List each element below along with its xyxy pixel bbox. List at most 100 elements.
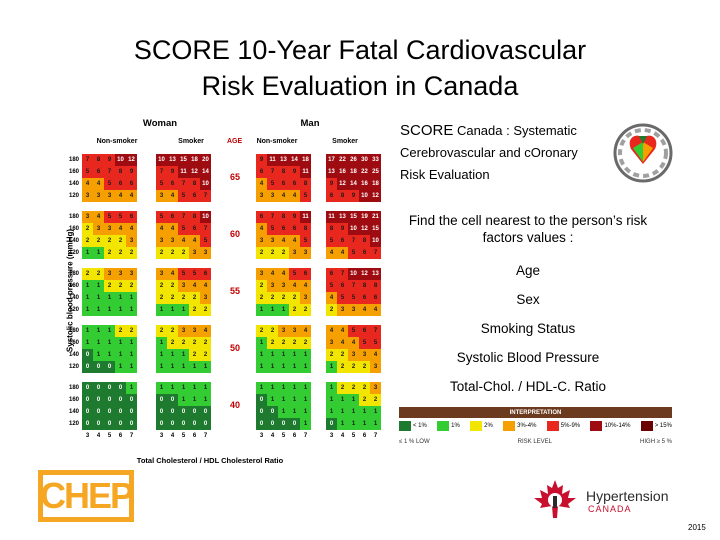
risk-cell: 20 bbox=[200, 154, 211, 166]
legend-item: 1% bbox=[437, 421, 460, 431]
year-label: 2015 bbox=[688, 523, 706, 532]
legend-item: 5%-9% bbox=[546, 421, 580, 431]
risk-cell: 6 bbox=[370, 292, 381, 304]
risk-cell: 1 bbox=[256, 304, 267, 316]
chol-ratio-label: 3 bbox=[85, 433, 90, 439]
legend-item: < 1% bbox=[399, 421, 427, 431]
risk-cell: 2 bbox=[256, 325, 267, 337]
risk-cell: 1 bbox=[82, 337, 93, 349]
risk-cell: 1 bbox=[289, 394, 300, 406]
risk-cell: 5 bbox=[115, 211, 126, 223]
risk-cell: 1 bbox=[126, 361, 137, 373]
risk-cell: 1 bbox=[167, 304, 178, 316]
risk-cell: 7 bbox=[267, 211, 278, 223]
risk-cell: 1 bbox=[300, 394, 311, 406]
risk-grid: 6 7 8 9 11 4 5 6 6 8 3 3 4 4 5 2 2 2 3 3 bbox=[256, 211, 311, 259]
risk-cell: 0 bbox=[200, 406, 211, 418]
risk-grid: 5 6 7 8 10 4 4 5 6 7 3 3 4 4 5 2 2 2 3 3 bbox=[156, 211, 211, 259]
risk-cell: 0 bbox=[326, 418, 337, 430]
risk-cell: 2 bbox=[337, 382, 348, 394]
risk-cell: 6 bbox=[115, 178, 126, 190]
risk-cell: 4 bbox=[200, 325, 211, 337]
risk-cell: 4 bbox=[326, 292, 337, 304]
risk-cell: 11 bbox=[326, 211, 337, 223]
risk-cell: 5 bbox=[156, 178, 167, 190]
chol-ratio-label: 5 bbox=[281, 433, 286, 439]
age-label: 60 bbox=[229, 229, 240, 239]
risk-cell: 3 bbox=[189, 325, 200, 337]
risk-cell: 4 bbox=[300, 280, 311, 292]
risk-cell: 18 bbox=[300, 154, 311, 166]
risk-cell: 5 bbox=[289, 268, 300, 280]
risk-cell: 4 bbox=[289, 280, 300, 292]
risk-cell: 9 bbox=[126, 166, 137, 178]
header-age: AGE bbox=[227, 138, 243, 145]
risk-cell: 5 bbox=[178, 268, 189, 280]
risk-cell: 5 bbox=[326, 280, 337, 292]
risk-cell: 0 bbox=[82, 394, 93, 406]
risk-cell: 7 bbox=[267, 166, 278, 178]
risk-cell: 1 bbox=[82, 247, 93, 259]
risk-cell: 3 bbox=[82, 211, 93, 223]
risk-grid: 7 8 9 10 12 5 6 7 8 9 4 4 5 6 6 3 3 3 4 4 bbox=[82, 154, 137, 202]
legend-swatch bbox=[399, 421, 411, 431]
risk-cell: 5 bbox=[337, 292, 348, 304]
score-canada-logo-icon bbox=[613, 123, 673, 183]
risk-cell: 6 bbox=[326, 190, 337, 202]
risk-cell: 0 bbox=[93, 406, 104, 418]
risk-cell: 0 bbox=[156, 394, 167, 406]
score-line-3: Risk Evaluation bbox=[400, 167, 490, 182]
risk-cell: 1 bbox=[289, 406, 300, 418]
risk-cell: 1 bbox=[189, 394, 200, 406]
risk-cell: 1 bbox=[156, 304, 167, 316]
risk-cell: 18 bbox=[189, 154, 200, 166]
risk-cell: 7 bbox=[348, 235, 359, 247]
bp-label: 140 bbox=[68, 409, 79, 415]
risk-cell: 15 bbox=[370, 223, 381, 235]
risk-cell: 1 bbox=[348, 394, 359, 406]
risk-cell: 4 bbox=[256, 223, 267, 235]
risk-cell: 5 bbox=[300, 190, 311, 202]
risk-cell: 17 bbox=[326, 154, 337, 166]
chol-ratio-label: 6 bbox=[362, 433, 367, 439]
risk-cell: 10 bbox=[200, 211, 211, 223]
risk-cell: 2 bbox=[115, 247, 126, 259]
risk-cell: 3 bbox=[104, 223, 115, 235]
risk-cell: 1 bbox=[267, 394, 278, 406]
chol-ratio-label: 5 bbox=[351, 433, 356, 439]
risk-cell: 1 bbox=[267, 382, 278, 394]
chol-ratio-label: 3 bbox=[159, 433, 164, 439]
risk-cell: 1 bbox=[289, 349, 300, 361]
risk-cell: 1 bbox=[167, 382, 178, 394]
risk-grid: 11 13 15 19 21 8 9 10 12 15 5 6 7 8 10 4 4 5 6 7 bbox=[326, 211, 381, 259]
bp-label: 120 bbox=[68, 193, 79, 199]
risk-cell: 1 bbox=[300, 418, 311, 430]
legend-swatch bbox=[640, 421, 653, 431]
risk-cell: 3 bbox=[93, 190, 104, 202]
header-man-nonsmoker: Non-smoker bbox=[256, 138, 298, 145]
risk-cell: 1 bbox=[256, 349, 267, 361]
risk-cell: 8 bbox=[189, 178, 200, 190]
factor-chol-ratio: Total-Chol. / HDL-C. Ratio bbox=[449, 379, 607, 394]
risk-cell: 2 bbox=[189, 304, 200, 316]
interpretation-legend: INTERPRETATION < 1% 1% 2% 3%-4% 5%-9% 10%-14%… bbox=[399, 407, 672, 451]
legend-label: > 15% bbox=[654, 423, 672, 429]
risk-cell: 5 bbox=[348, 247, 359, 259]
risk-cell: 15 bbox=[348, 211, 359, 223]
header-man-smoker: Smoker bbox=[332, 138, 358, 145]
risk-cell: 3 bbox=[156, 268, 167, 280]
legend-label: 3%-4% bbox=[517, 423, 537, 429]
risk-cell: 0 bbox=[115, 406, 126, 418]
risk-cell: 1 bbox=[326, 382, 337, 394]
bp-label: 180 bbox=[68, 385, 79, 391]
risk-cell: 18 bbox=[370, 178, 381, 190]
age-label: 40 bbox=[229, 400, 240, 410]
risk-cell: 4 bbox=[167, 223, 178, 235]
risk-cell: 5 bbox=[189, 268, 200, 280]
risk-cell: 1 bbox=[93, 292, 104, 304]
risk-cell: 3 bbox=[256, 190, 267, 202]
bp-label: 140 bbox=[68, 352, 79, 358]
risk-cell: 4 bbox=[289, 235, 300, 247]
